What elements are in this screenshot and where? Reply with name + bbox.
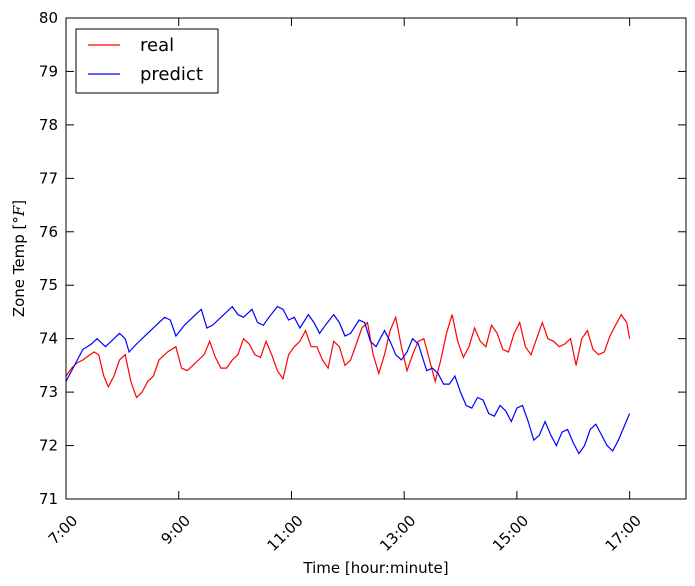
legend-label-real: real	[140, 35, 174, 56]
x-tick-label: 11:00	[263, 512, 306, 555]
series-line-real	[65, 313, 631, 399]
x-tick-label: 17:00	[602, 512, 645, 555]
y-tick-label: 71	[39, 490, 58, 508]
legend-frame	[75, 28, 219, 94]
plot-lines	[65, 305, 631, 455]
y-axis: 71 72 73 74 75 76 77 78 79 80	[39, 9, 686, 508]
y-tick-label: 72	[39, 437, 58, 455]
y-axis-label-prefix: Zone Temp [	[10, 224, 28, 318]
x-tick-label: 9:00	[157, 512, 194, 549]
x-axis-label: Time [hour:minute]	[302, 559, 448, 577]
y-tick-label: 73	[39, 383, 58, 401]
x-tick-label: 15:00	[489, 512, 532, 555]
y-axis-label-unit: °F	[10, 205, 28, 224]
y-tick-label: 80	[39, 9, 58, 27]
y-tick-label: 76	[39, 223, 58, 241]
x-axis: 7:00 9:00 11:00 13:00 15:00 17:00	[45, 18, 645, 555]
y-tick-label: 77	[39, 169, 58, 187]
y-axis-label-suffix: ]	[10, 200, 28, 206]
series-line-predict	[65, 305, 631, 455]
plot-frame	[65, 17, 687, 500]
y-tick-label: 75	[39, 276, 58, 294]
legend: real predict	[75, 28, 219, 94]
y-axis-label: Zone Temp [°F]	[10, 200, 28, 317]
x-tick-label: 13:00	[376, 512, 419, 555]
legend-label-predict: predict	[140, 64, 203, 85]
y-tick-label: 78	[39, 116, 58, 134]
y-tick-label: 74	[39, 330, 58, 348]
y-tick-label: 79	[39, 62, 58, 80]
x-tick-label: 7:00	[45, 512, 82, 549]
